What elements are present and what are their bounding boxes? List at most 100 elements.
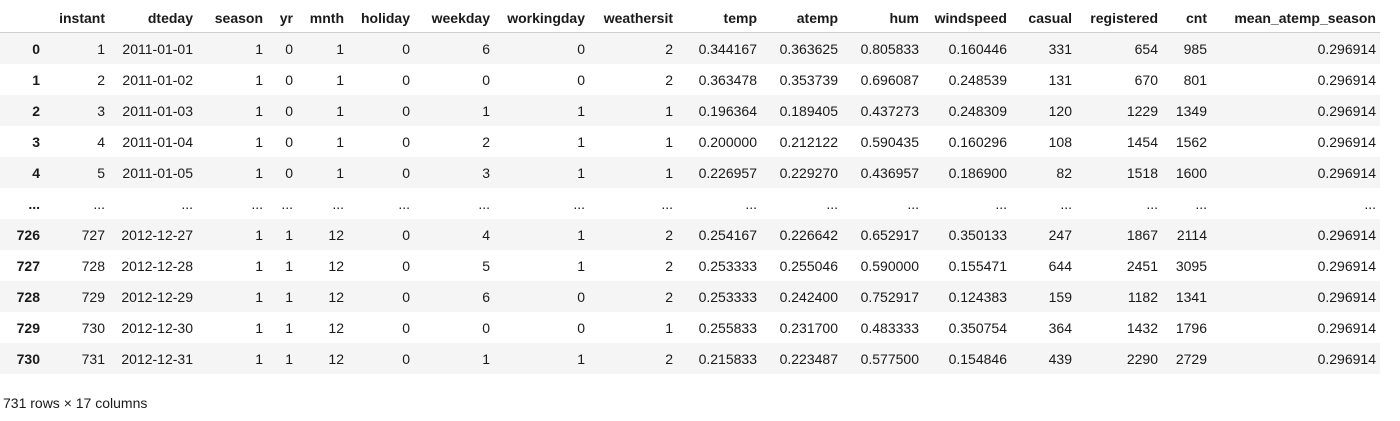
cell-atemp: 0.363625 [779,40,838,57]
cell-temp: 0.196364 [698,102,757,119]
cell-workingday: 1 [577,102,585,119]
cell-weekday: 0 [482,71,490,88]
cell-season: 1 [255,350,263,367]
cell-casual: 131 [1048,71,1072,88]
cell-mean-atemp-season: 0.296914 [1317,350,1376,367]
cell-weathersit: ... [661,195,673,212]
cell-mnth: 1 [336,40,344,57]
row-index: ... [28,195,40,212]
cell-cnt: 1796 [1175,319,1207,336]
cell-instant: 728 [81,257,105,274]
cell-workingday: 1 [577,226,585,243]
cell-weekday: 6 [482,40,490,57]
row-index: 4 [32,164,40,181]
table-row: 728 729 2012-12-29 1 1 12 0 6 0 2 0.253333 0.242400… [0,281,1380,312]
cell-windspeed: 0.350754 [948,319,1007,336]
cell-mnth: 1 [336,71,344,88]
cell-weekday: 2 [482,133,490,150]
cell-cnt: 1562 [1175,133,1207,150]
cell-cnt: 985 [1183,40,1207,57]
cell-holiday: 0 [402,102,410,119]
cell-temp: 0.255833 [698,319,757,336]
cell-mnth: 12 [328,350,344,367]
cell-instant: 1 [97,40,105,57]
cell-casual: 644 [1048,257,1072,274]
cell-cnt: 2114 [1176,226,1207,243]
cell-yr: 0 [285,164,293,181]
cell-atemp: 0.242400 [779,288,838,305]
cell-temp: 0.254167 [698,226,757,243]
cell-temp: 0.344167 [698,40,757,57]
cell-workingday: 1 [577,164,585,181]
cell-casual: 82 [1056,164,1072,181]
index-header [0,3,44,33]
cell-registered: 654 [1134,40,1158,57]
cell-windspeed: 0.350133 [948,226,1007,243]
table-row: 2 3 2011-01-03 1 0 1 0 1 1 1 0.196364 0.189405 0.437… [0,95,1380,126]
cell-workingday: 0 [577,319,585,336]
cell-season: 1 [255,288,263,305]
cell-weekday: 0 [482,319,490,336]
cell-mean-atemp-season: 0.296914 [1317,319,1376,336]
cell-season: ... [251,195,263,212]
column-header-hum: hum [842,3,923,33]
cell-windspeed: 0.154846 [948,350,1007,367]
cell-instant: 5 [97,164,105,181]
cell-holiday: 0 [402,226,410,243]
cell-dteday: 2011-01-03 [122,102,193,119]
cell-casual: ... [1060,195,1072,212]
row-index: 728 [16,288,40,305]
cell-windspeed: ... [995,195,1007,212]
row-index: 730 [16,350,40,367]
cell-registered: 1432 [1126,319,1158,336]
row-index: 2 [32,102,40,119]
cell-season: 1 [255,257,263,274]
cell-cnt: 1349 [1175,102,1207,119]
column-header-holiday: holiday [348,3,414,33]
cell-atemp: 0.231700 [779,319,838,336]
cell-atemp: 0.229270 [779,164,838,181]
cell-registered: 1229 [1126,102,1158,119]
cell-cnt: 1341 [1175,288,1207,305]
cell-instant: ... [93,195,105,212]
cell-workingday: 1 [577,350,585,367]
cell-yr: 1 [285,257,293,274]
column-header-temp: temp [677,3,761,33]
cell-instant: 2 [97,71,105,88]
cell-yr: 0 [285,71,293,88]
cell-hum: 0.652917 [860,226,919,243]
cell-mean-atemp-season: 0.296914 [1317,226,1376,243]
cell-mnth: 12 [328,288,344,305]
row-index: 729 [16,319,40,336]
cell-registered: 1182 [1127,288,1158,305]
cell-casual: 108 [1048,133,1072,150]
cell-instant: 730 [81,319,105,336]
cell-yr: 0 [285,102,293,119]
cell-dteday: 2011-01-02 [122,71,193,88]
cell-weathersit: 2 [665,350,673,367]
cell-season: 1 [255,133,263,150]
cell-hum: 0.696087 [860,71,919,88]
cell-windspeed: 0.155471 [948,257,1007,274]
table-row: 4 5 2011-01-05 1 0 1 0 3 1 1 0.226957 0.229270 0.436… [0,157,1380,188]
cell-casual: 364 [1048,319,1072,336]
cell-windspeed: 0.248309 [948,102,1007,119]
cell-season: 1 [255,102,263,119]
cell-casual: 120 [1048,102,1072,119]
cell-weathersit: 2 [665,71,673,88]
cell-instant: 3 [97,102,105,119]
cell-weekday: 3 [482,164,490,181]
cell-season: 1 [255,40,263,57]
cell-workingday: 0 [577,40,585,57]
row-index: 726 [16,226,40,243]
cell-dteday: 2011-01-05 [122,164,193,181]
cell-dteday: 2012-12-31 [121,350,193,367]
cell-cnt: 1600 [1175,164,1207,181]
cell-registered: 670 [1134,71,1158,88]
cell-weathersit: 1 [665,164,673,181]
cell-hum: 0.483333 [860,319,919,336]
cell-dteday: 2012-12-28 [121,257,193,274]
cell-dteday: ... [181,195,193,212]
cell-casual: 159 [1048,288,1072,305]
cell-yr: 1 [285,319,293,336]
